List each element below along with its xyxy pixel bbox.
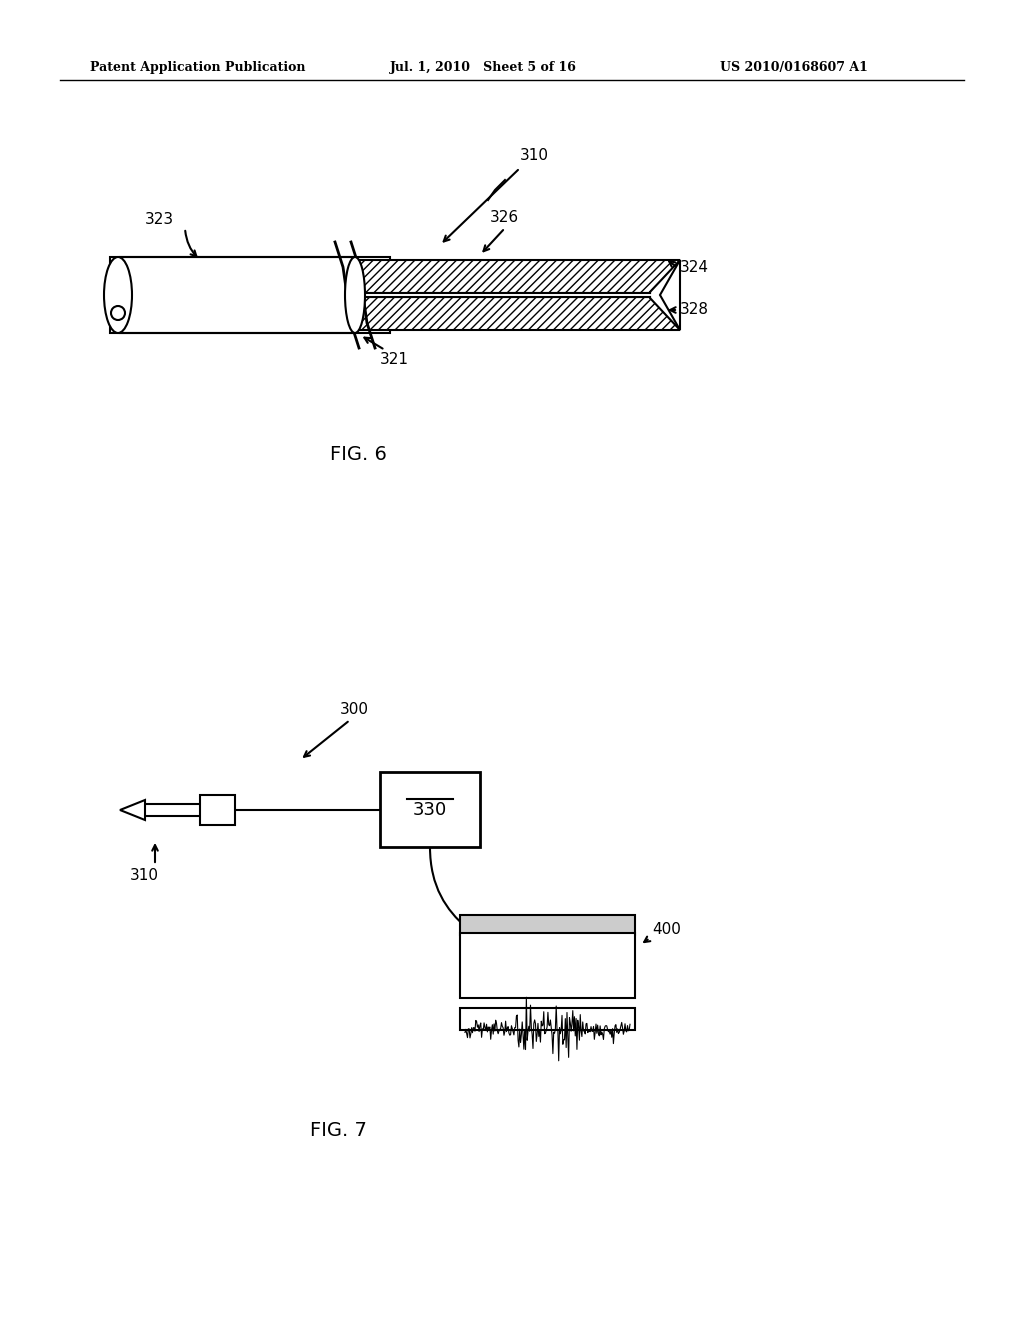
Text: 323: 323 [145, 213, 174, 227]
Bar [460, 933, 635, 998]
Text: 300: 300 [340, 702, 369, 718]
Text: Jul. 1, 2010   Sheet 5 of 16: Jul. 1, 2010 Sheet 5 of 16 [390, 62, 577, 74]
Text: 328: 328 [680, 302, 709, 318]
Polygon shape [660, 260, 680, 330]
Ellipse shape [111, 306, 125, 319]
Text: 310: 310 [130, 867, 159, 883]
Bar [200, 795, 234, 825]
Bar [460, 915, 635, 935]
Polygon shape [120, 800, 145, 820]
Text: 330: 330 [413, 801, 447, 818]
Text: 326: 326 [490, 210, 519, 226]
Text: FIG. 6: FIG. 6 [330, 446, 387, 465]
Text: FIG. 7: FIG. 7 [310, 1121, 367, 1139]
Ellipse shape [345, 257, 365, 333]
Bar [460, 1008, 635, 1030]
Text: 400: 400 [652, 923, 681, 937]
Text: 321: 321 [380, 352, 409, 367]
Polygon shape [355, 260, 680, 293]
Ellipse shape [104, 257, 132, 333]
Text: 324: 324 [680, 260, 709, 276]
Bar [380, 772, 480, 847]
Text: US 2010/0168607 A1: US 2010/0168607 A1 [720, 62, 868, 74]
Text: 310: 310 [520, 148, 549, 162]
Bar [355, 293, 650, 297]
Text: Patent Application Publication: Patent Application Publication [90, 62, 305, 74]
Polygon shape [355, 297, 680, 330]
FancyBboxPatch shape [110, 257, 390, 333]
